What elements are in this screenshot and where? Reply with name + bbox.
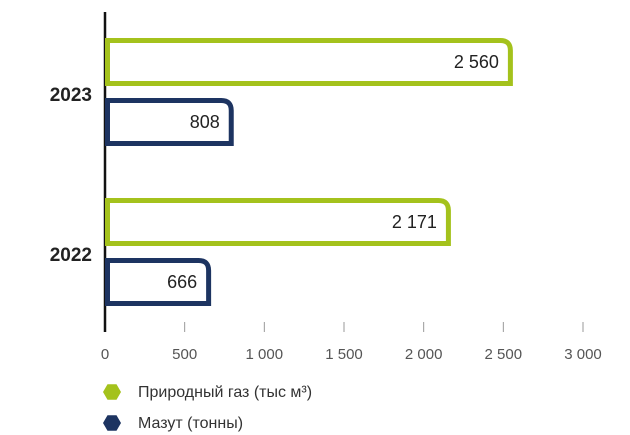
bar xyxy=(105,258,212,306)
bar xyxy=(105,198,451,246)
x-tick-label: 500 xyxy=(172,346,197,363)
bar xyxy=(105,38,513,86)
x-tick-label: 2 500 xyxy=(485,346,523,363)
legend-label: Мазут (тонны) xyxy=(138,415,243,432)
value-label: 666 xyxy=(167,272,197,292)
y-tick-label: 2023 xyxy=(50,85,92,106)
bar xyxy=(105,98,234,146)
value-label: 2 171 xyxy=(392,212,437,232)
legend-marker xyxy=(103,415,121,431)
x-tick-label: 1 000 xyxy=(246,346,284,363)
x-tick-label: 1 500 xyxy=(325,346,363,363)
y-tick-label: 2022 xyxy=(50,245,92,266)
legend-marker xyxy=(103,384,121,400)
x-tick-label: 2 000 xyxy=(405,346,443,363)
value-label: 808 xyxy=(190,112,220,132)
value-label: 2 560 xyxy=(454,52,499,72)
x-tick-label: 3 000 xyxy=(564,346,602,363)
legend-label: Природный газ (тыс м³) xyxy=(138,384,312,401)
x-tick-label: 0 xyxy=(101,346,109,363)
